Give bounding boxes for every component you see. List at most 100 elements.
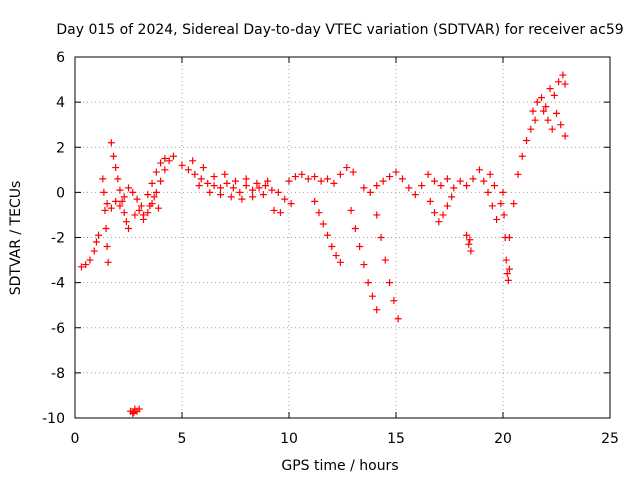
data-point <box>112 197 120 205</box>
data-point <box>135 206 143 214</box>
y-tick-label: -2 <box>51 231 65 247</box>
data-point <box>467 247 475 255</box>
data-point <box>270 206 278 214</box>
data-point <box>261 182 269 190</box>
data-point <box>548 125 556 133</box>
data-marks <box>77 71 569 417</box>
data-point <box>133 195 141 203</box>
data-point <box>505 234 513 241</box>
data-point <box>542 103 550 111</box>
data-point <box>311 173 319 181</box>
data-point <box>366 188 374 196</box>
series-afternoon-dip <box>426 193 456 226</box>
data-point <box>544 116 552 124</box>
data-point <box>351 224 359 232</box>
data-point <box>264 177 272 185</box>
data-point <box>112 164 120 172</box>
y-tick-label: 6 <box>56 50 65 66</box>
data-point <box>386 279 394 287</box>
series-drop-2 <box>347 206 381 314</box>
data-point <box>518 152 526 160</box>
data-point <box>475 166 483 174</box>
data-point <box>304 175 312 183</box>
data-point <box>381 256 389 264</box>
data-point <box>122 218 130 226</box>
data-point <box>131 211 139 219</box>
data-point <box>500 211 508 219</box>
data-point <box>469 175 477 183</box>
data-point <box>204 179 212 187</box>
series-drop-1 <box>311 197 344 266</box>
data-point <box>161 155 169 163</box>
data-point <box>274 188 282 196</box>
data-point <box>499 188 507 196</box>
data-point <box>92 238 100 246</box>
data-point <box>503 270 511 278</box>
data-point <box>118 197 126 205</box>
data-point <box>169 152 177 160</box>
x-axis-title: GPS time / hours <box>281 458 398 474</box>
series-deep-20 <box>499 188 513 284</box>
data-point <box>139 211 147 219</box>
data-point <box>130 408 138 416</box>
data-point <box>148 179 156 187</box>
data-point <box>466 236 474 244</box>
data-point <box>116 202 124 210</box>
data-point <box>392 168 400 176</box>
data-point <box>135 405 143 413</box>
data-point <box>125 184 132 192</box>
data-point <box>379 177 387 185</box>
data-point <box>221 170 229 178</box>
data-point <box>227 193 235 201</box>
data-point <box>249 193 257 201</box>
data-point <box>398 175 406 183</box>
data-point <box>394 315 402 323</box>
series-spike-a <box>107 139 132 232</box>
data-point <box>95 231 103 239</box>
data-point <box>90 247 98 255</box>
data-point <box>125 224 132 232</box>
x-tick-label: 0 <box>71 431 80 447</box>
x-axis: 0 5 10 15 20 25 <box>71 57 619 447</box>
y-tick-label: 4 <box>56 95 65 111</box>
data-point <box>281 195 289 203</box>
data-point <box>206 188 214 196</box>
data-point <box>107 204 115 212</box>
data-point <box>232 177 239 185</box>
y-axis: -10 -8 -6 -4 -2 0 2 4 6 <box>42 50 610 427</box>
x-tick-label: 15 <box>387 431 405 447</box>
data-point <box>238 195 246 203</box>
data-point <box>319 220 327 228</box>
data-point <box>189 157 197 165</box>
data-point <box>424 170 432 178</box>
series-ramp-c <box>139 152 177 223</box>
data-point <box>364 279 372 287</box>
data-point <box>152 188 160 196</box>
data-point <box>229 184 237 192</box>
data-point <box>104 258 112 266</box>
data-point <box>150 193 158 201</box>
data-point <box>557 121 565 129</box>
data-point <box>465 240 473 248</box>
data-point <box>199 164 207 172</box>
data-point <box>242 182 250 190</box>
data-point <box>210 173 218 181</box>
data-point <box>514 170 522 178</box>
data-point <box>236 188 244 196</box>
data-point <box>223 179 231 187</box>
series-dip-cluster <box>135 193 162 219</box>
data-point <box>311 197 319 205</box>
data-point <box>178 161 186 169</box>
data-point <box>448 193 456 201</box>
data-point <box>559 71 567 79</box>
data-point <box>291 173 299 181</box>
data-point <box>99 175 107 183</box>
data-point <box>197 175 205 183</box>
data-point <box>332 252 340 260</box>
data-point <box>390 297 398 305</box>
data-point <box>373 306 381 314</box>
data-point <box>493 215 501 223</box>
data-point <box>505 265 513 273</box>
data-point <box>561 132 569 140</box>
